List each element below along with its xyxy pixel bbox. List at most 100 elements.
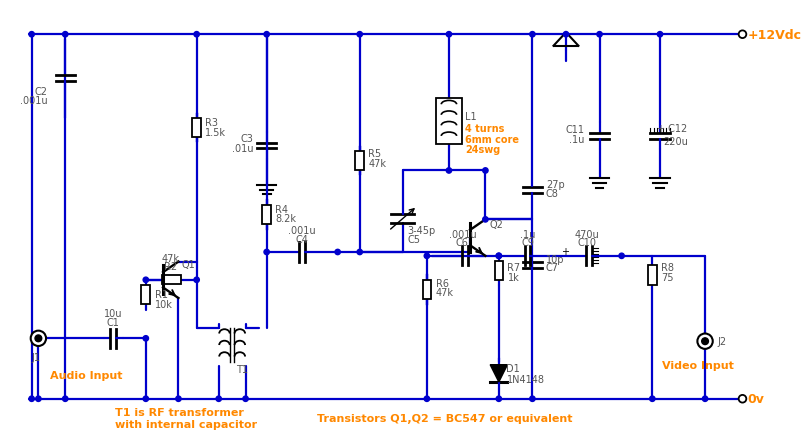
Text: .1u: .1u	[568, 134, 584, 145]
Text: + C12: + C12	[656, 124, 687, 134]
Text: Video Input: Video Input	[661, 360, 733, 370]
Circle shape	[143, 278, 149, 283]
Circle shape	[335, 250, 340, 255]
Circle shape	[495, 254, 501, 259]
Text: T1 is RF transformer: T1 is RF transformer	[115, 407, 243, 417]
Text: 6mm core: 6mm core	[465, 134, 519, 145]
Circle shape	[738, 395, 745, 403]
Circle shape	[424, 396, 429, 402]
Text: .001u: .001u	[448, 229, 475, 239]
Text: 1k: 1k	[507, 272, 519, 282]
Circle shape	[701, 338, 707, 345]
Circle shape	[35, 396, 41, 402]
Circle shape	[35, 335, 42, 342]
Bar	[494, 261, 503, 280]
Text: C10: C10	[577, 238, 596, 248]
Text: C3: C3	[240, 134, 253, 144]
Text: +: +	[560, 247, 569, 256]
Circle shape	[194, 278, 199, 283]
Circle shape	[563, 32, 568, 38]
Circle shape	[63, 396, 67, 402]
Text: 27p: 27p	[545, 180, 564, 190]
Circle shape	[176, 396, 181, 402]
Text: R5: R5	[368, 149, 381, 159]
Text: 3-45p: 3-45p	[407, 226, 435, 235]
Text: .1u: .1u	[520, 229, 535, 239]
Circle shape	[529, 32, 535, 38]
Circle shape	[263, 32, 269, 38]
Circle shape	[63, 32, 67, 38]
Text: 1N4148: 1N4148	[506, 374, 544, 384]
Text: 47k: 47k	[435, 288, 453, 297]
Text: 470u: 470u	[574, 229, 599, 239]
Text: L1: L1	[465, 112, 476, 121]
Circle shape	[143, 336, 149, 341]
Bar	[647, 266, 656, 285]
Text: C9: C9	[520, 238, 533, 248]
Text: 10k: 10k	[155, 299, 173, 309]
Text: 47k: 47k	[368, 159, 386, 168]
Bar	[192, 118, 201, 138]
Circle shape	[495, 254, 501, 259]
Circle shape	[696, 334, 711, 349]
Text: C7: C7	[545, 263, 558, 273]
Text: R6: R6	[435, 278, 448, 288]
Circle shape	[738, 31, 745, 39]
Bar	[141, 286, 150, 304]
Text: 220u: 220u	[662, 136, 687, 146]
Polygon shape	[490, 365, 507, 382]
Circle shape	[482, 217, 487, 223]
Circle shape	[495, 396, 501, 402]
Bar	[422, 280, 430, 299]
Text: Q2: Q2	[488, 220, 503, 230]
Text: J2: J2	[716, 336, 726, 346]
Text: with internal capacitor: with internal capacitor	[115, 419, 257, 429]
Text: C4: C4	[296, 234, 308, 244]
Circle shape	[702, 396, 707, 402]
Circle shape	[649, 396, 654, 402]
Circle shape	[446, 32, 451, 38]
Text: C8: C8	[545, 188, 558, 198]
Text: C1: C1	[107, 317, 120, 327]
Bar	[161, 276, 181, 284]
Circle shape	[482, 168, 487, 174]
Text: 1.5k: 1.5k	[205, 128, 226, 138]
Text: R4: R4	[275, 205, 288, 214]
Text: Transistors Q1,Q2 = BC547 or equivalent: Transistors Q1,Q2 = BC547 or equivalent	[316, 413, 572, 423]
Bar	[262, 205, 271, 225]
Circle shape	[243, 396, 248, 402]
Text: R3: R3	[205, 118, 218, 128]
Circle shape	[143, 396, 149, 402]
Text: .01u: .01u	[231, 144, 253, 154]
Text: 0v: 0v	[746, 392, 763, 405]
Text: 8.2k: 8.2k	[275, 214, 296, 224]
Text: T1: T1	[236, 364, 247, 374]
Circle shape	[216, 396, 221, 402]
Bar	[435, 98, 462, 144]
Circle shape	[357, 32, 362, 38]
Circle shape	[31, 331, 46, 346]
Text: R7: R7	[507, 263, 520, 273]
Text: Q1: Q1	[181, 260, 195, 270]
Text: C11: C11	[565, 125, 584, 135]
Text: .001u: .001u	[20, 96, 48, 106]
Text: +12Vdc: +12Vdc	[746, 28, 801, 42]
Bar	[355, 152, 364, 171]
Text: 10p: 10p	[545, 254, 564, 264]
Text: 75: 75	[660, 272, 673, 282]
Circle shape	[596, 32, 601, 38]
Text: R1: R1	[155, 290, 168, 300]
Circle shape	[529, 396, 535, 402]
Circle shape	[618, 254, 623, 259]
Circle shape	[357, 250, 362, 255]
Text: 4 turns: 4 turns	[465, 124, 504, 134]
Circle shape	[263, 250, 269, 255]
Text: C6: C6	[455, 238, 468, 248]
Text: C2: C2	[35, 87, 48, 97]
Text: 47k: 47k	[161, 253, 180, 263]
Circle shape	[29, 396, 35, 402]
Text: Audio Input: Audio Input	[50, 370, 122, 380]
Circle shape	[29, 32, 35, 38]
Text: 10u: 10u	[104, 309, 122, 319]
Text: 24swg: 24swg	[465, 145, 500, 155]
